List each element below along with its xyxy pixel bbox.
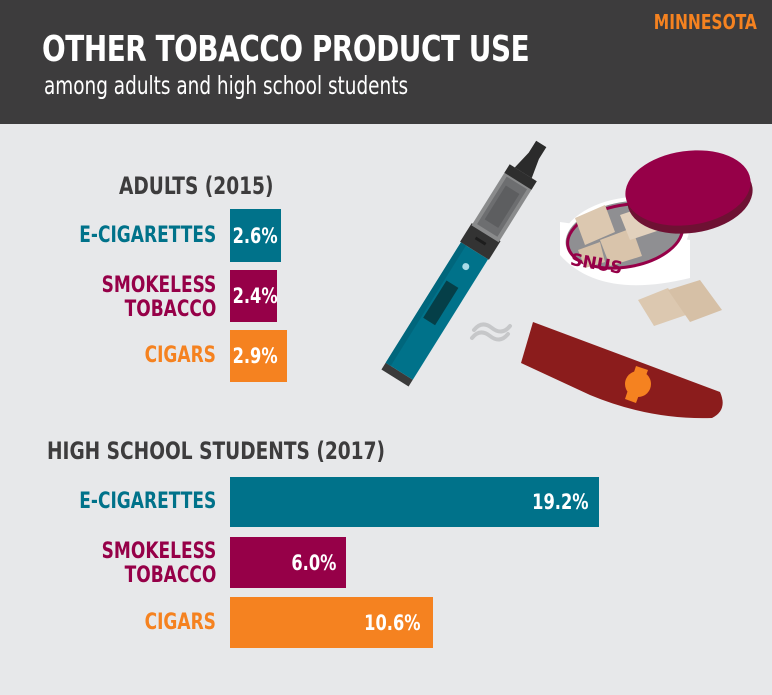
hs-bar-smokeless-tobacco: 6.0%	[230, 537, 346, 588]
adults-bar-cigars: 2.9%	[230, 330, 287, 382]
bar-value: 10.6%	[364, 610, 421, 635]
cigar-icon	[521, 322, 723, 419]
bar-value: 2.9%	[232, 344, 278, 368]
bar-value: 6.0%	[290, 550, 336, 575]
adults-label-cigars: CIGARS	[144, 343, 216, 368]
high-school-section-title: HIGH SCHOOL STUDENTS (2017)	[47, 437, 386, 465]
header-banner: MINNESOTA OTHER TOBACCO PRODUCT USE amon…	[0, 0, 772, 124]
bar-value: 19.2%	[532, 490, 589, 514]
adults-bar-smokeless-tobacco: 2.4%	[230, 270, 278, 322]
page-title: OTHER TOBACCO PRODUCT USE	[42, 29, 530, 70]
e-cigarette-icon	[381, 140, 547, 387]
hs-label-cigars: CIGARS	[144, 609, 216, 635]
state-label: MINNESOTA	[653, 10, 757, 34]
bar-value: 2.4%	[232, 284, 278, 308]
page-subtitle: among adults and high school students	[44, 71, 409, 100]
adults-bar-e-cigarettes: 2.6%	[230, 209, 281, 262]
hs-bar-e-cigarettes: 19.2%	[230, 477, 599, 527]
bar-value: 2.6%	[232, 223, 278, 248]
adults-section-title: ADULTS (2015)	[119, 172, 274, 200]
adults-label-smokeless-tobacco: SMOKELESS TOBACCO	[101, 273, 216, 322]
snus-tin-icon: SNUS	[560, 150, 753, 326]
hs-label-smokeless-tobacco: SMOKELESS TOBACCO	[101, 539, 216, 588]
hs-bar-cigars: 10.6%	[230, 597, 433, 648]
hs-label-e-cigarettes: E-CIGARETTES	[79, 489, 216, 514]
smoke-icon	[470, 322, 512, 342]
adults-label-e-cigarettes: E-CIGARETTES	[79, 222, 216, 248]
